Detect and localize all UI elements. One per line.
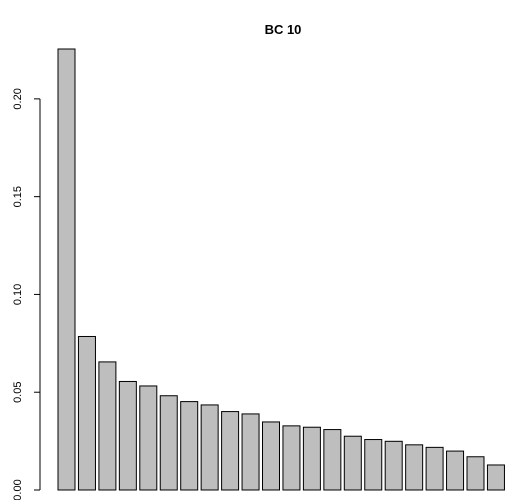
bar [98,361,117,491]
bar [139,385,158,491]
bar [159,395,178,491]
bar [446,450,465,491]
bar [77,335,96,491]
bars-group [57,48,505,491]
bar [364,439,383,491]
y-tick-label: 0.15 [12,186,24,207]
bar [486,464,505,491]
bar [200,404,219,491]
y-axis: 0.00 0.05 0.10 0.15 0.20 [12,88,41,500]
bar [221,411,240,491]
bar [425,446,444,491]
bar [180,401,199,491]
bar [302,426,321,491]
y-tick-label: 0.20 [12,88,24,109]
y-tick-label: 0.10 [12,284,24,305]
chart-title: BC 10 [265,22,302,37]
bar [241,413,260,491]
bar [343,435,362,491]
bar [262,421,280,491]
y-tick-label: 0.05 [12,382,24,403]
bar [118,380,137,491]
bar [323,429,342,491]
bar [384,440,403,491]
bar [405,444,424,491]
bar [282,425,301,491]
bar [57,48,76,491]
y-tick-label: 0.00 [12,479,24,500]
bar [466,456,485,491]
